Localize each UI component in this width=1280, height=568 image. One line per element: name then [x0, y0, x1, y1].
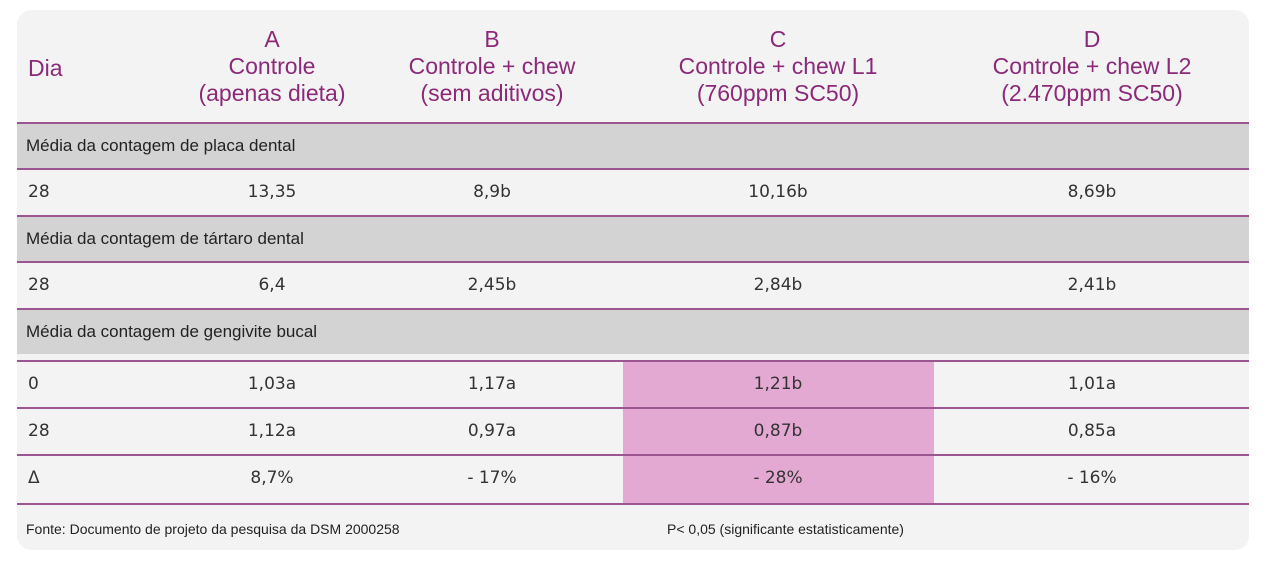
cell-a: 6,4 [258, 275, 286, 295]
cell-c: 0,87b [753, 421, 803, 441]
header-col-b-letter: B [484, 25, 500, 52]
section-title: Média da contagem de gengivite bucal [26, 322, 318, 341]
table-row: Δ 8,7% - 17% - 28% - 16% [17, 456, 1249, 501]
divider [17, 308, 1249, 310]
cell-c: 1,21b [753, 374, 803, 394]
cell-d: 8,69b [1067, 182, 1117, 202]
divider [17, 261, 1249, 263]
table-row: 28 6,4 2,45b 2,84b 2,41b [17, 263, 1249, 308]
divider [17, 503, 1249, 505]
divider [17, 360, 1249, 362]
section-gengivite: Média da contagem de gengivite bucal [17, 310, 1249, 354]
divider [17, 122, 1249, 124]
cell-a: 1,03a [247, 374, 297, 394]
cell-d: 1,01a [1067, 374, 1117, 394]
cell-c: - 28% [753, 468, 803, 488]
table-header: Dia A Controle (apenas dieta) B Controle… [17, 10, 1249, 122]
header-col-d: D Controle + chew L2 (2.470ppm SC50) [967, 10, 1217, 122]
cell-day: 0 [28, 374, 39, 394]
cell-a: 13,35 [247, 182, 297, 202]
highlight-column-c [623, 362, 934, 503]
cell-c: 10,16b [748, 182, 808, 202]
cell-c: 2,84b [753, 275, 803, 295]
divider [17, 215, 1249, 217]
header-col-a-letter: A [264, 25, 280, 52]
results-table-card: Dia A Controle (apenas dieta) B Controle… [17, 10, 1249, 550]
header-col-a-title: Controle [228, 52, 316, 79]
cell-b: - 17% [467, 468, 517, 488]
section-title: Média da contagem de tártaro dental [26, 229, 304, 248]
header-col-b: B Controle + chew (sem aditivos) [382, 10, 602, 122]
cell-day: 28 [28, 182, 50, 202]
header-col-a-subtitle: (apenas dieta) [198, 79, 346, 106]
header-col-c-letter: C [769, 25, 787, 52]
cell-b: 8,9b [473, 182, 511, 202]
cell-d: - 16% [1067, 468, 1117, 488]
section-placa: Média da contagem de placa dental [17, 124, 1249, 168]
cell-b: 2,45b [467, 275, 517, 295]
cell-a: 8,7% [250, 468, 294, 488]
footer-source: Fonte: Documento de projeto da pesquisa … [26, 521, 400, 537]
cell-day: 28 [28, 421, 50, 441]
cell-d: 2,41b [1067, 275, 1117, 295]
cell-day: Δ [28, 468, 40, 488]
divider [17, 168, 1249, 170]
header-col-b-title: Controle + chew [408, 52, 576, 79]
divider [17, 407, 1249, 409]
section-tartaro: Média da contagem de tártaro dental [17, 217, 1249, 261]
cell-b: 1,17a [467, 374, 517, 394]
header-dia: Dia [28, 55, 63, 81]
divider [17, 454, 1249, 456]
header-col-c: C Controle + chew L1 (760ppm SC50) [653, 10, 903, 122]
header-col-c-subtitle: (760ppm SC50) [696, 79, 860, 106]
header-col-a: A Controle (apenas dieta) [172, 10, 372, 122]
cell-b: 0,97a [467, 421, 517, 441]
header-col-d-subtitle: (2.470ppm SC50) [1001, 79, 1183, 106]
table-row: 28 1,12a 0,97a 0,87b 0,85a [17, 409, 1249, 454]
header-col-c-title: Controle + chew L1 [678, 52, 878, 79]
cell-a: 1,12a [247, 421, 297, 441]
header-col-d-letter: D [1083, 25, 1101, 52]
table-row: 0 1,03a 1,17a 1,21b 1,01a [17, 362, 1249, 407]
footer-note: P< 0,05 (significante estatisticamente) [667, 521, 904, 537]
section-title: Média da contagem de placa dental [26, 136, 296, 155]
header-col-b-subtitle: (sem aditivos) [420, 79, 564, 106]
table-row: 28 13,35 8,9b 10,16b 8,69b [17, 170, 1249, 215]
cell-day: 28 [28, 275, 50, 295]
header-col-d-title: Controle + chew L2 [992, 52, 1192, 79]
cell-d: 0,85a [1067, 421, 1117, 441]
